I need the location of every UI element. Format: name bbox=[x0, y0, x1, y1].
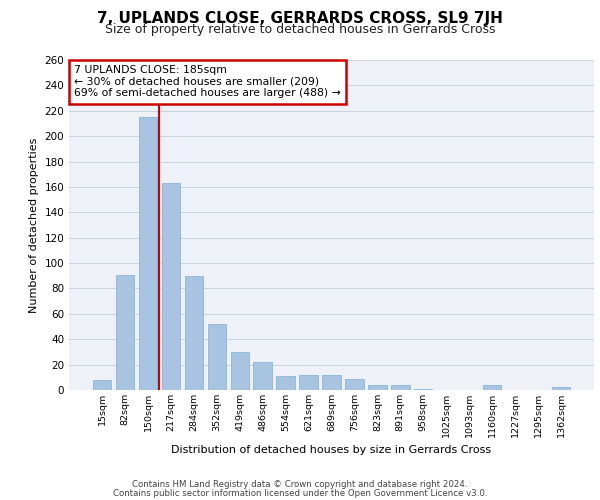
Bar bbox=[162, 183, 180, 390]
Bar bbox=[116, 274, 134, 390]
Text: Contains public sector information licensed under the Open Government Licence v3: Contains public sector information licen… bbox=[113, 488, 487, 498]
Bar bbox=[414, 388, 433, 390]
Bar bbox=[322, 375, 341, 390]
Text: Contains HM Land Registry data © Crown copyright and database right 2024.: Contains HM Land Registry data © Crown c… bbox=[132, 480, 468, 489]
Bar bbox=[552, 388, 570, 390]
X-axis label: Distribution of detached houses by size in Gerrards Cross: Distribution of detached houses by size … bbox=[172, 446, 491, 456]
Bar bbox=[368, 385, 386, 390]
Text: 7 UPLANDS CLOSE: 185sqm
← 30% of detached houses are smaller (209)
69% of semi-d: 7 UPLANDS CLOSE: 185sqm ← 30% of detache… bbox=[74, 65, 341, 98]
Bar bbox=[299, 375, 318, 390]
Text: Size of property relative to detached houses in Gerrards Cross: Size of property relative to detached ho… bbox=[105, 22, 495, 36]
Y-axis label: Number of detached properties: Number of detached properties bbox=[29, 138, 39, 312]
Bar bbox=[277, 376, 295, 390]
Bar bbox=[185, 276, 203, 390]
Bar bbox=[253, 362, 272, 390]
Bar bbox=[93, 380, 111, 390]
Bar bbox=[230, 352, 249, 390]
Bar bbox=[391, 385, 410, 390]
Bar bbox=[208, 324, 226, 390]
Bar bbox=[345, 378, 364, 390]
Text: 7, UPLANDS CLOSE, GERRARDS CROSS, SL9 7JH: 7, UPLANDS CLOSE, GERRARDS CROSS, SL9 7J… bbox=[97, 12, 503, 26]
Bar bbox=[139, 117, 157, 390]
Bar bbox=[483, 385, 501, 390]
